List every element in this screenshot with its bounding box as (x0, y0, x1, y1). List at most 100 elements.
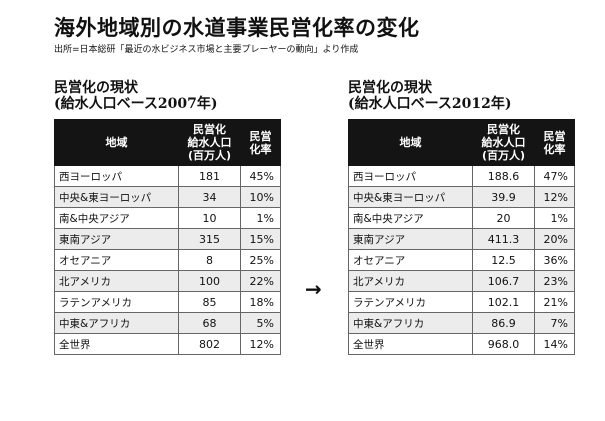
section-title-line1: 民営化の現状 (54, 80, 138, 96)
header-population-line: 給水人口 (481, 136, 526, 149)
section-title-line1: 民営化の現状 (348, 80, 432, 96)
rate-cell: 5% (240, 312, 281, 334)
header-population-line: (百万人) (481, 149, 526, 162)
population-cell: 100 (178, 270, 241, 292)
header-population-line: 民営化 (487, 123, 520, 136)
table-header-row: 地域 民営化 給水人口 (百万人) 民営 化率 (54, 119, 281, 166)
table-row: 南&中央アジア 10 1% (54, 207, 281, 229)
rate-cell: 21% (534, 291, 575, 313)
region-cell: 東南アジア (348, 228, 473, 250)
header-population-line: (百万人) (187, 149, 232, 162)
table-row: 中央&東ヨーロッパ 39.9 12% (348, 186, 575, 208)
region-cell: 中央&東ヨーロッパ (54, 186, 179, 208)
region-cell: 全世界 (348, 333, 473, 355)
population-cell: 968.0 (472, 333, 535, 355)
population-cell: 20 (472, 207, 535, 229)
population-cell: 85 (178, 291, 241, 313)
population-cell: 102.1 (472, 291, 535, 313)
section-title: 民営化の現状 (給水人口ベース2007年) (54, 80, 281, 112)
population-cell: 10 (178, 207, 241, 229)
rate-cell: 10% (240, 186, 281, 208)
region-cell: 南&中央アジア (348, 207, 473, 229)
table-section-2012: 民営化の現状 (給水人口ベース2012年) 地域 民営化 給水人口 (百万人) … (348, 80, 575, 355)
rate-cell: 22% (240, 270, 281, 292)
region-cell: 北アメリカ (348, 270, 473, 292)
table-row: オセアニア 8 25% (54, 249, 281, 271)
table-row: 北アメリカ 100 22% (54, 270, 281, 292)
header-rate-line: 民営 (249, 129, 272, 143)
rate-cell: 36% (534, 249, 575, 271)
table-row: 南&中央アジア 20 1% (348, 207, 575, 229)
rate-cell: 25% (240, 249, 281, 271)
region-cell: 東南アジア (54, 228, 179, 250)
region-cell: 全世界 (54, 333, 179, 355)
population-cell: 34 (178, 186, 241, 208)
population-cell: 315 (178, 228, 241, 250)
rate-cell: 12% (240, 333, 281, 355)
region-cell: 北アメリカ (54, 270, 179, 292)
header-rate-line: 化率 (543, 142, 566, 156)
population-cell: 39.9 (472, 186, 535, 208)
rate-cell: 14% (534, 333, 575, 355)
population-cell: 802 (178, 333, 241, 355)
population-cell: 68 (178, 312, 241, 334)
region-cell: オセアニア (348, 249, 473, 271)
header-population-line: 給水人口 (187, 136, 232, 149)
table-row: ラテンアメリカ 85 18% (54, 291, 281, 313)
table-body-2012: 西ヨーロッパ 188.6 47% 中央&東ヨーロッパ 39.9 12% 南&中央アジア 20 1… (348, 165, 575, 355)
table-row: 北アメリカ 106.7 23% (348, 270, 575, 292)
table-row: 東南アジア 315 15% (54, 228, 281, 250)
header-population-line: 民営化 (193, 123, 226, 136)
region-cell: 西ヨーロッパ (54, 165, 179, 187)
rate-cell: 47% (534, 165, 575, 187)
region-cell: オセアニア (54, 249, 179, 271)
population-cell: 106.7 (472, 270, 535, 292)
rate-cell: 15% (240, 228, 281, 250)
table-row: 東南アジア 411.3 20% (348, 228, 575, 250)
header-rate-line: 民営 (543, 129, 566, 143)
population-cell: 86.9 (472, 312, 535, 334)
rate-cell: 20% (534, 228, 575, 250)
region-cell: 中東&アフリカ (348, 312, 473, 334)
rate-cell: 1% (534, 207, 575, 229)
rate-cell: 12% (534, 186, 575, 208)
page-title: 海外地域別の水道事業民営化率の変化 (54, 16, 420, 40)
header-rate-line: 化率 (249, 142, 272, 156)
rate-cell: 7% (534, 312, 575, 334)
table-row: 西ヨーロッパ 181 45% (54, 165, 281, 187)
table-row: 全世界 968.0 14% (348, 333, 575, 355)
population-cell: 12.5 (472, 249, 535, 271)
header-region: 地域 (54, 119, 179, 166)
table-body-2007: 西ヨーロッパ 181 45% 中央&東ヨーロッパ 34 10% 南&中央アジア 10 1% 東南ア… (54, 165, 281, 355)
table-section-2007: 民営化の現状 (給水人口ベース2007年) 地域 民営化 給水人口 (百万人) … (54, 80, 281, 355)
table-row: 中東&アフリカ 68 5% (54, 312, 281, 334)
source-note: 出所=日本総研「最近の水ビジネス市場と主要プレーヤーの動向」より作成 (54, 45, 359, 55)
header-population: 民営化 給水人口 (百万人) (472, 119, 535, 166)
table-row: 中東&アフリカ 86.9 7% (348, 312, 575, 334)
rate-cell: 18% (240, 291, 281, 313)
table-row: 西ヨーロッパ 188.6 47% (348, 165, 575, 187)
region-cell: 中東&アフリカ (54, 312, 179, 334)
header-region: 地域 (348, 119, 473, 166)
header-rate: 民営 化率 (534, 119, 575, 166)
region-cell: 西ヨーロッパ (348, 165, 473, 187)
region-cell: ラテンアメリカ (54, 291, 179, 313)
privatization-table-2012: 地域 民営化 給水人口 (百万人) 民営 化率 西ヨーロッパ 188.6 47% 中央… (348, 119, 575, 355)
table-row: オセアニア 12.5 36% (348, 249, 575, 271)
section-title-line2: (給水人口ベース2012年) (348, 96, 512, 112)
population-cell: 411.3 (472, 228, 535, 250)
privatization-table-2007: 地域 民営化 給水人口 (百万人) 民営 化率 西ヨーロッパ 181 45% 中央&東… (54, 119, 281, 355)
section-title: 民営化の現状 (給水人口ベース2012年) (348, 80, 575, 112)
region-cell: ラテンアメリカ (348, 291, 473, 313)
region-cell: 中央&東ヨーロッパ (348, 186, 473, 208)
rate-cell: 45% (240, 165, 281, 187)
header-population: 民営化 給水人口 (百万人) (178, 119, 241, 166)
arrow-right-icon: → (305, 277, 322, 301)
table-row: 中央&東ヨーロッパ 34 10% (54, 186, 281, 208)
rate-cell: 1% (240, 207, 281, 229)
table-row: ラテンアメリカ 102.1 21% (348, 291, 575, 313)
header-rate: 民営 化率 (240, 119, 281, 166)
population-cell: 188.6 (472, 165, 535, 187)
section-title-line2: (給水人口ベース2007年) (54, 96, 218, 112)
population-cell: 181 (178, 165, 241, 187)
